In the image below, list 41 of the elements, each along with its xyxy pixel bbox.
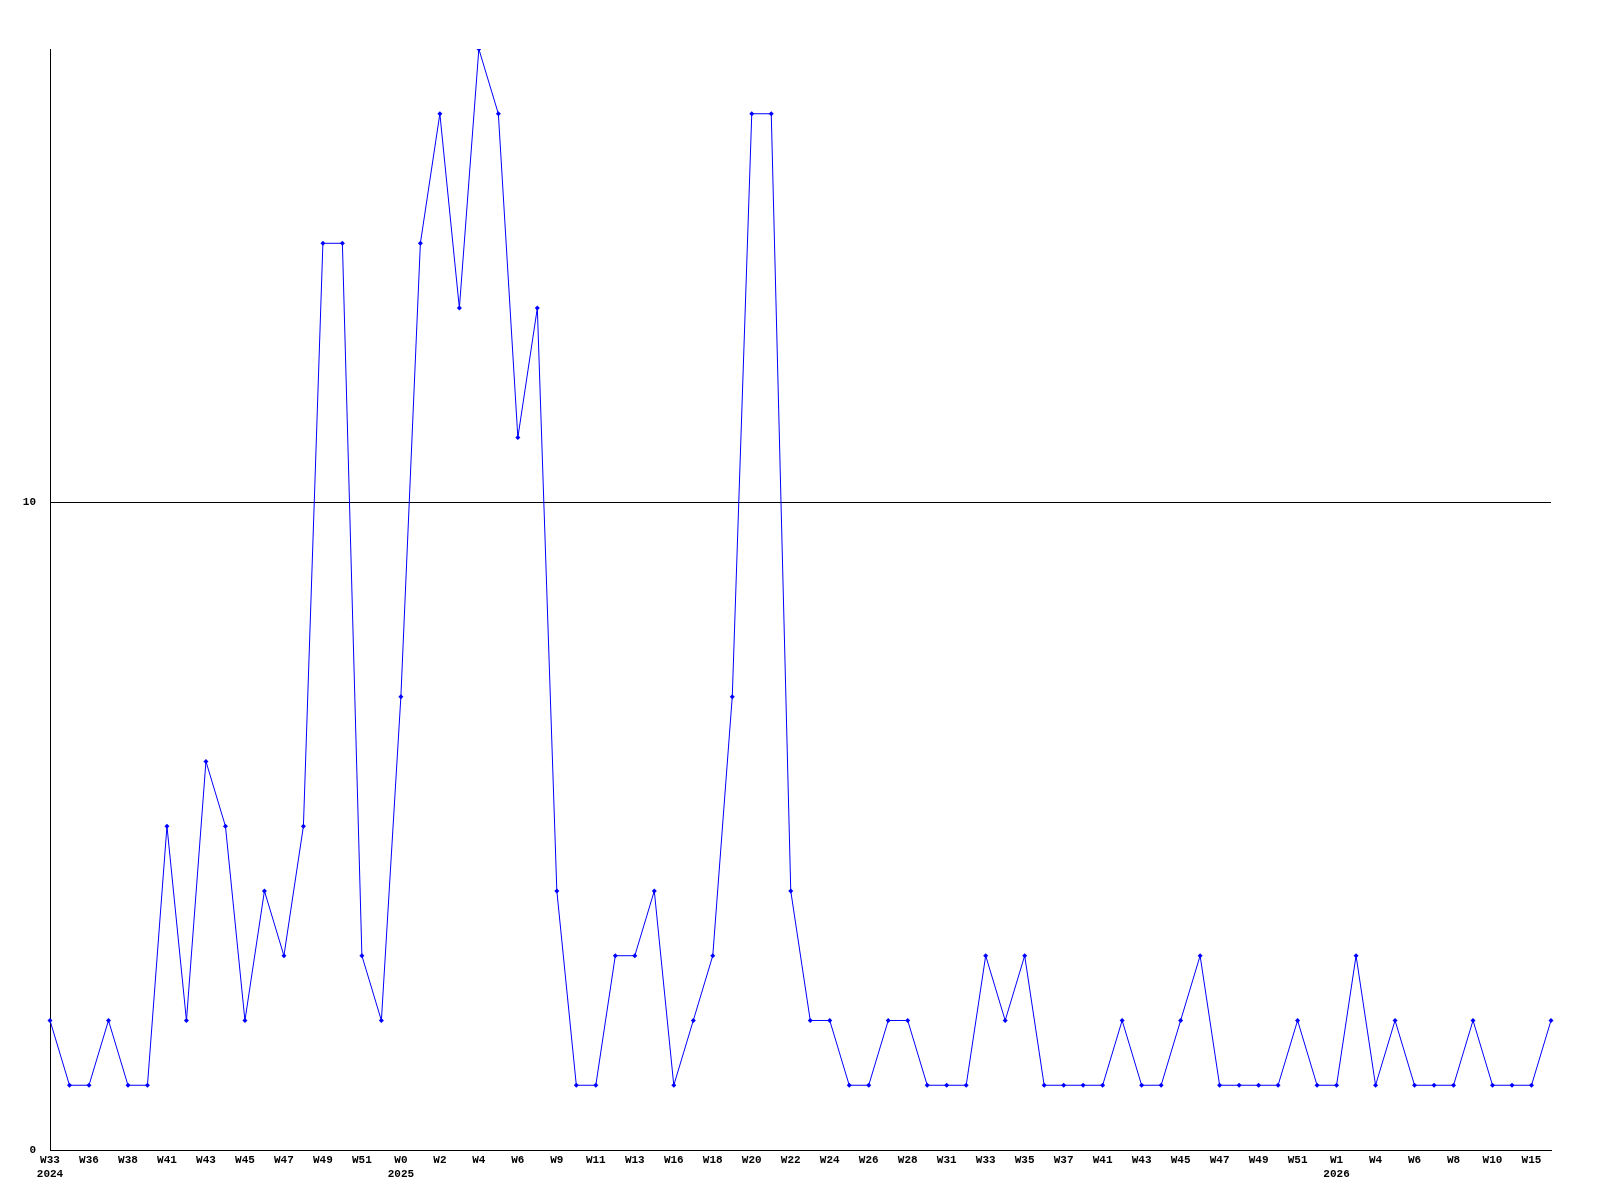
x-tick-label: W1 2026: [1323, 1154, 1350, 1180]
x-tick-label: W2: [433, 1154, 447, 1167]
x-tick-label: W26: [858, 1154, 879, 1167]
x-tick-label: W6: [511, 1154, 525, 1167]
x-tick-label: W20: [741, 1154, 762, 1167]
y-tick-label: 0: [29, 1143, 36, 1156]
x-tick-label: W11: [585, 1154, 607, 1167]
x-tick-label: W49: [313, 1154, 333, 1167]
x-tick-label: W36: [79, 1154, 99, 1167]
x-tick-label: W28: [897, 1154, 919, 1167]
x-tick-label: W47: [1209, 1154, 1230, 1167]
x-tick-label: W51: [351, 1154, 373, 1167]
x-tick-label: W22: [780, 1154, 801, 1167]
x-tick-label: W10: [1482, 1154, 1503, 1167]
x-tick-label: W8: [1446, 1154, 1461, 1167]
x-tick-label: W16: [663, 1154, 684, 1167]
x-tick-label: W0 2025: [387, 1154, 415, 1180]
x-tick-label: W31: [936, 1154, 957, 1167]
x-tick-label: W41: [1092, 1154, 1113, 1167]
x-tick-label: W45: [235, 1154, 256, 1167]
x-tick-label: W4: [472, 1154, 486, 1167]
x-tick-label: W47: [274, 1154, 294, 1167]
x-tick-label: W37: [1053, 1154, 1074, 1167]
y-tick-label: 10: [22, 496, 36, 509]
x-tick-label: W6: [1407, 1154, 1422, 1167]
x-tick-label: W43: [196, 1154, 217, 1167]
x-tick-label: W33: [975, 1154, 996, 1167]
x-tick-label: W18: [702, 1154, 724, 1167]
x-tick-label: W33 2024: [36, 1154, 64, 1180]
x-tick-label: W45: [1170, 1154, 1191, 1167]
x-tick-label: W13: [624, 1154, 646, 1167]
x-tick-label: W35: [1014, 1154, 1035, 1167]
x-tick-label: W15: [1521, 1154, 1542, 1167]
x-tick-label: W49: [1248, 1154, 1269, 1167]
x-tick-label: W24: [819, 1154, 841, 1167]
x-tick-label: W38: [118, 1154, 139, 1167]
x-tick-label: W4: [1368, 1154, 1383, 1167]
x-tick-label: W51: [1287, 1154, 1308, 1167]
x-tick-label: W9: [550, 1154, 564, 1167]
x-tick-label: W41: [157, 1154, 178, 1167]
x-tick-label: W43: [1131, 1154, 1152, 1167]
